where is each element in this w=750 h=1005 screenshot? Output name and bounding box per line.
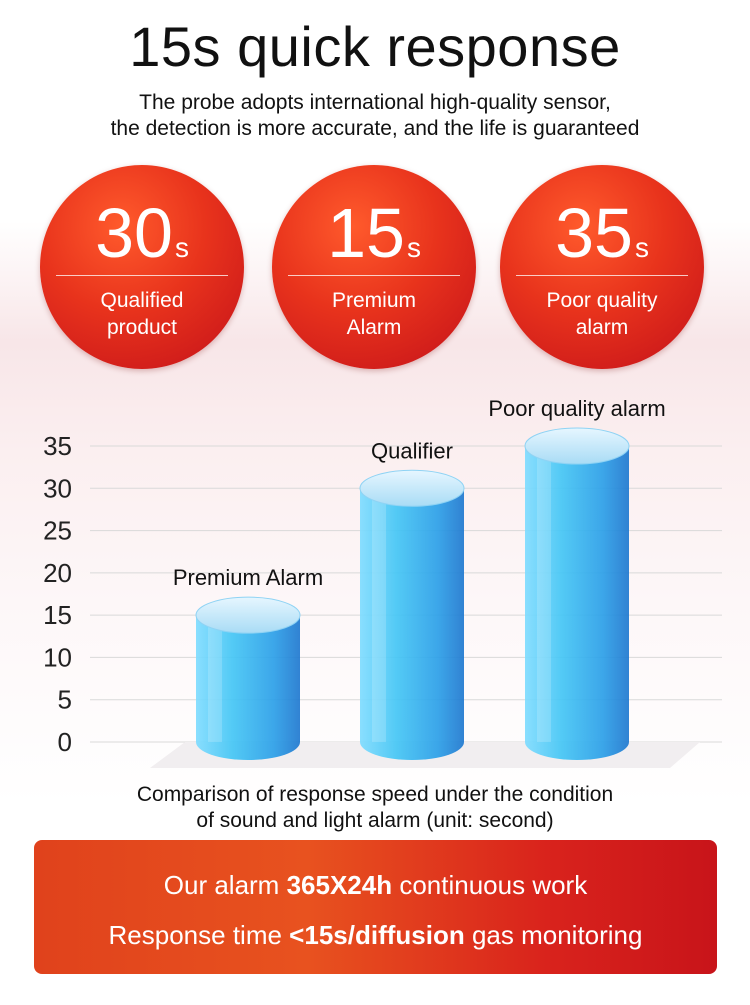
caption-line-2: of sound and light alarm (unit: second) [196,809,554,832]
y-tick-label: 15 [43,600,72,630]
badge-divider [56,275,228,276]
y-tick-label: 30 [43,473,72,503]
bar-top [359,469,465,507]
banner-line-2: Response time <15s/diffusion gas monitor… [108,920,643,950]
y-tick-label: 5 [58,685,72,715]
badge-caption: Poor quality alarm [546,289,658,339]
bar-layer: Premium Alarm Qualifier Poor quality alarm [173,396,666,760]
subtitle-line-2: the detection is more accurate, and the … [110,117,640,140]
bar-body [360,488,464,760]
promo-banner: Our alarm 365X24h continuous work Respon… [34,840,717,974]
subtitle-line-1: The probe adopts international high-qual… [139,91,611,114]
caption-line-1: Comparison of response speed under the c… [136,783,614,806]
bar-premium-alarm: Premium Alarm [173,565,323,760]
page-subtitle: The probe adopts international high-qual… [0,90,750,142]
bar-body [196,615,300,760]
y-tick-label: 10 [43,642,72,672]
y-tick-label: 20 [43,558,72,588]
bar-qualifier: Qualifier [359,438,465,760]
badge-divider [288,275,460,276]
chart-caption: Comparison of response speed under the c… [0,782,750,834]
bar-highlight [372,488,386,742]
badge-value: 15s [327,194,421,272]
bar-chart: 0 5 10 15 20 25 30 35 Premium Alarm Qualifier Poo… [43,396,722,768]
bar-top [524,427,630,465]
badge-premium-alarm: 15s Premium Alarm [272,165,476,369]
bar-highlight [537,446,551,742]
y-tick-label: 35 [43,431,72,461]
bar-top [195,596,301,634]
bar-category-label: Qualifier [371,438,453,463]
bar-category-label: Premium Alarm [173,565,323,590]
banner-line-1: Our alarm 365X24h continuous work [163,870,588,900]
y-tick-layer: 0 5 10 15 20 25 30 35 [43,431,72,757]
bar-body [525,446,629,760]
bar-highlight [208,615,222,742]
badge-caption: Premium Alarm [331,289,416,339]
badge-qualified-product: 30s Qualified product [40,165,244,369]
y-tick-label: 0 [58,727,72,757]
badge-caption: Qualified product [100,289,184,339]
badge-divider [516,275,688,276]
badge-poor-quality-alarm: 35s Poor quality alarm [500,165,704,369]
bar-poor-quality-alarm: Poor quality alarm [488,396,666,760]
badge-value: 30s [95,194,189,272]
bar-category-label: Poor quality alarm [488,396,665,421]
badge-value: 35s [555,194,649,272]
page-title: 15s quick response [129,15,621,78]
y-tick-label: 25 [43,516,72,546]
